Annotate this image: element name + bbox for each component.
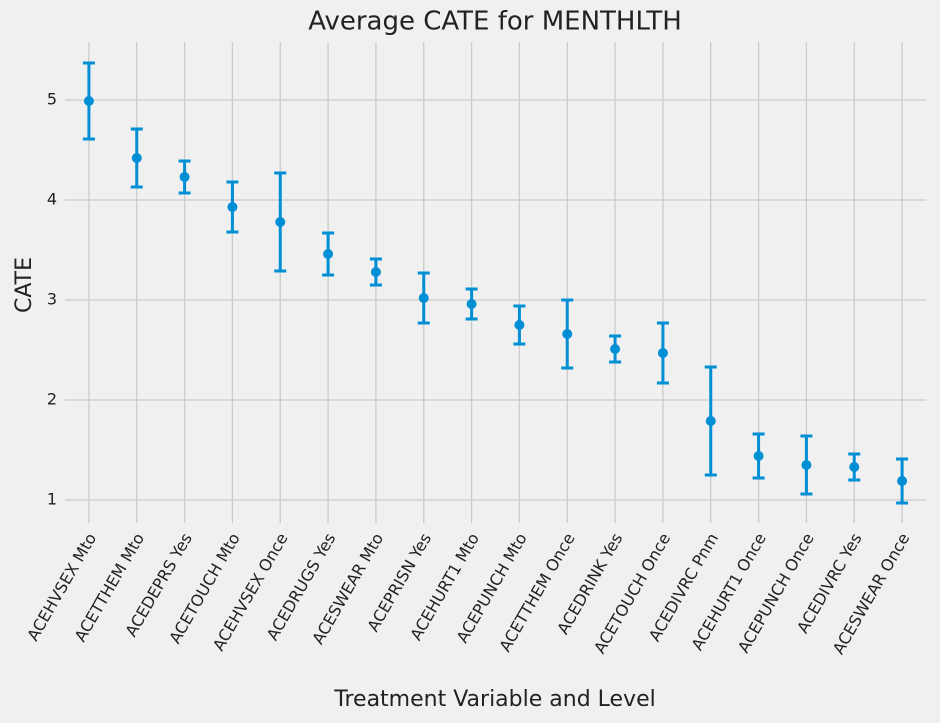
- y-tick-label: 5: [47, 90, 57, 109]
- point: [753, 451, 764, 461]
- point: [562, 329, 573, 339]
- point: [466, 299, 477, 309]
- y-tick-label: 3: [47, 290, 57, 309]
- point: [131, 153, 142, 163]
- point: [370, 267, 381, 277]
- point: [610, 344, 621, 354]
- y-axis-label: CATE: [12, 257, 37, 313]
- point: [657, 348, 668, 358]
- chart-title: Average CATE for MENTHLTH: [308, 7, 682, 37]
- point: [897, 476, 908, 486]
- point: [801, 460, 812, 470]
- point: [179, 172, 190, 182]
- y-tick-label: 4: [47, 190, 57, 209]
- point: [323, 249, 334, 259]
- point: [849, 462, 860, 472]
- point: [514, 320, 525, 330]
- point: [83, 96, 94, 106]
- point: [227, 202, 238, 212]
- point: [275, 217, 286, 227]
- x-axis-label: Treatment Variable and Level: [333, 687, 655, 712]
- y-tick-label: 1: [47, 490, 57, 509]
- point: [705, 416, 716, 426]
- y-tick-label: 2: [47, 390, 57, 409]
- point: [418, 293, 429, 303]
